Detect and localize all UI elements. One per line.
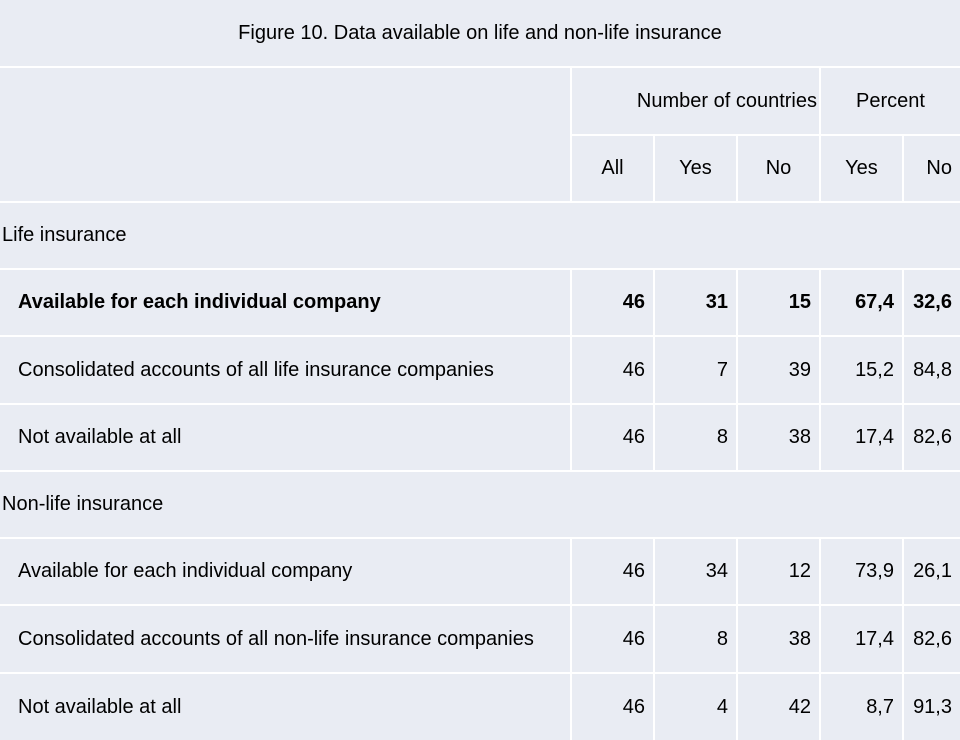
- header-blank-cell: [0, 68, 570, 201]
- cell-yes: 7: [655, 337, 736, 403]
- cell-percent-no: 32,6: [904, 270, 960, 335]
- cell-no: 39: [738, 337, 819, 403]
- cell-no: 42: [738, 674, 819, 740]
- cell-no: 38: [738, 405, 819, 470]
- cell-percent-yes: 17,4: [821, 606, 902, 672]
- cell-percent-yes: 73,9: [821, 539, 902, 604]
- cell-all: 46: [572, 405, 653, 470]
- cell-percent-no: 82,6: [904, 405, 960, 470]
- cell-all: 46: [572, 337, 653, 403]
- cell-yes: 4: [655, 674, 736, 740]
- cell-percent-yes: 15,2: [821, 337, 902, 403]
- cell-all: 46: [572, 270, 653, 335]
- table-title: Figure 10. Data available on life and no…: [0, 0, 960, 66]
- row-label: Consolidated accounts of all non-life in…: [0, 606, 570, 672]
- header-col-all: All: [572, 136, 653, 201]
- cell-percent-yes: 17,4: [821, 405, 902, 470]
- cell-all: 46: [572, 539, 653, 604]
- cell-percent-yes: 67,4: [821, 270, 902, 335]
- header-col-percent-no: No: [904, 136, 960, 201]
- cell-percent-no: 26,1: [904, 539, 960, 604]
- cell-percent-yes: 8,7: [821, 674, 902, 740]
- cell-no: 38: [738, 606, 819, 672]
- cell-percent-no: 82,6: [904, 606, 960, 672]
- header-percent: Percent: [821, 68, 960, 134]
- cell-percent-no: 84,8: [904, 337, 960, 403]
- cell-all: 46: [572, 606, 653, 672]
- header-number-of-countries: Number of countries: [572, 68, 819, 134]
- cell-yes: 34: [655, 539, 736, 604]
- section-label-non-life: Non-life insurance: [0, 472, 960, 537]
- header-col-yes: Yes: [655, 136, 736, 201]
- cell-no: 12: [738, 539, 819, 604]
- cell-yes: 31: [655, 270, 736, 335]
- header-col-percent-yes: Yes: [821, 136, 902, 201]
- cell-yes: 8: [655, 606, 736, 672]
- row-label: Not available at all: [0, 674, 570, 740]
- row-label: Consolidated accounts of all life insura…: [0, 337, 570, 403]
- row-label: Available for each individual company: [0, 270, 570, 335]
- cell-yes: 8: [655, 405, 736, 470]
- section-label-life: Life insurance: [0, 203, 960, 268]
- cell-no: 15: [738, 270, 819, 335]
- cell-percent-no: 91,3: [904, 674, 960, 740]
- row-label: Available for each individual company: [0, 539, 570, 604]
- row-label: Not available at all: [0, 405, 570, 470]
- cell-all: 46: [572, 674, 653, 740]
- header-col-no: No: [738, 136, 819, 201]
